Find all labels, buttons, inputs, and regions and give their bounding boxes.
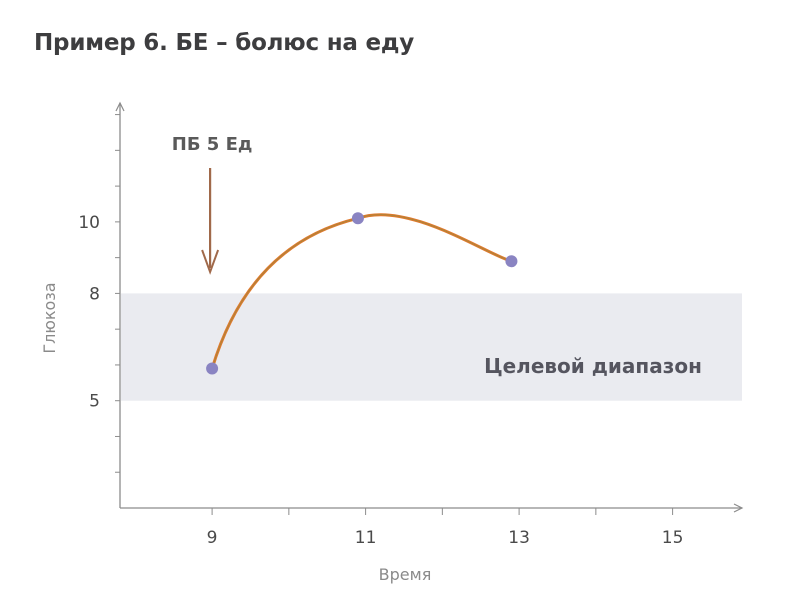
x-axis-arrowhead	[733, 503, 744, 513]
y-tick-label: 10	[78, 213, 100, 233]
bolus-arrow	[201, 168, 220, 275]
bolus-annotation-label: ПБ 5 Ед	[172, 134, 253, 155]
data-point	[505, 255, 518, 268]
y-tick-label: 8	[89, 284, 100, 304]
x-tick-label: 11	[355, 528, 377, 548]
y-tick-label: 5	[89, 392, 100, 412]
y-axis-arrowhead	[115, 101, 125, 112]
chart-title: Пример 6. БЕ – болюс на еду	[34, 30, 415, 56]
x-tick-label: 13	[508, 528, 530, 548]
x-axis: 9 11 13 15	[120, 503, 744, 548]
target-range-label: Целевой диапазон	[484, 354, 702, 378]
x-tick-label: 9	[207, 528, 218, 548]
bolus-arrow-head	[201, 249, 220, 275]
data-point	[351, 212, 364, 225]
y-axis: 5 8 10	[78, 101, 125, 508]
y-axis-title: Глюкоза	[40, 282, 59, 353]
x-tick-label: 15	[662, 528, 684, 548]
data-point	[206, 362, 219, 375]
x-axis-title: Время	[379, 565, 432, 584]
glucose-series	[206, 212, 518, 375]
target-range-band	[121, 293, 742, 401]
